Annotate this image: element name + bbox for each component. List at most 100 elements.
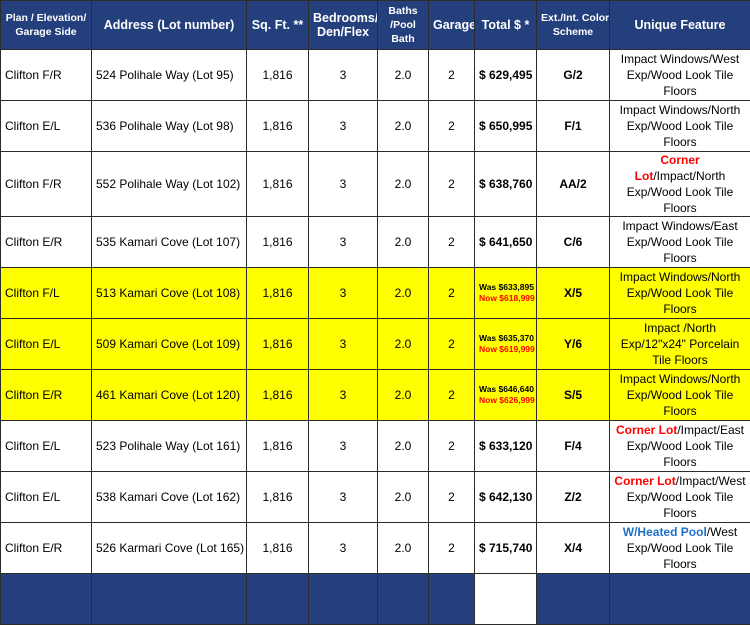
- garage-cell: 2: [429, 101, 475, 152]
- header-sqft: Sq. Ft. **: [247, 1, 309, 50]
- address-cell: 536 Polihale Way (Lot 98): [92, 101, 247, 152]
- garage-cell: 2: [429, 472, 475, 523]
- plan-cell: Clifton E/L: [1, 421, 92, 472]
- cut-off-row: [1, 574, 750, 625]
- color-scheme-cell: C/6: [537, 217, 610, 268]
- garage-cell: 2: [429, 421, 475, 472]
- garage-cell: 2: [429, 268, 475, 319]
- header-total: Total $ *: [475, 1, 537, 50]
- feature-text: Impact /North Exp/12"x24" Porcelain Tile…: [621, 321, 740, 367]
- bedrooms-cell: 3: [309, 152, 378, 217]
- header-unique-feature: Unique Feature: [610, 1, 750, 50]
- bedrooms-cell: 3: [309, 217, 378, 268]
- cut-off-cell: [429, 574, 475, 625]
- garage-cell: 2: [429, 523, 475, 574]
- color-scheme-cell: F/4: [537, 421, 610, 472]
- bedrooms-cell: 3: [309, 50, 378, 101]
- baths-cell: 2.0: [378, 472, 429, 523]
- address-cell: 461 Kamari Cove (Lot 120): [92, 370, 247, 421]
- total-cell: $ 715,740: [475, 523, 537, 574]
- plan-cell: Clifton E/R: [1, 217, 92, 268]
- now-price: Now $626,999: [479, 395, 532, 406]
- sqft-cell: 1,816: [247, 217, 309, 268]
- plan-cell: Clifton F/R: [1, 50, 92, 101]
- address-cell: 552 Polihale Way (Lot 102): [92, 152, 247, 217]
- header-bedrooms: Bedrooms/ Den/Flex: [309, 1, 378, 50]
- unique-feature-cell: Corner Lot/Impact/East Exp/Wood Look Til…: [610, 421, 750, 472]
- address-cell: 523 Polihale Way (Lot 161): [92, 421, 247, 472]
- cut-off-cell: [475, 574, 537, 625]
- bedrooms-cell: 3: [309, 523, 378, 574]
- baths-cell: 2.0: [378, 152, 429, 217]
- unique-feature-cell: W/Heated Pool/West Exp/Wood Look Tile Fl…: [610, 523, 750, 574]
- unique-feature-cell: Corner Lot/Impact/West Exp/Wood Look Til…: [610, 472, 750, 523]
- plan-cell: Clifton E/R: [1, 370, 92, 421]
- was-price: Was $635,370: [479, 333, 532, 344]
- sqft-cell: 1,816: [247, 319, 309, 370]
- baths-cell: 2.0: [378, 370, 429, 421]
- color-scheme-cell: G/2: [537, 50, 610, 101]
- unique-feature-cell: Impact Windows/North Exp/Wood Look Tile …: [610, 268, 750, 319]
- unique-feature-cell: Impact Windows/West Exp/Wood Look Tile F…: [610, 50, 750, 101]
- unique-feature-cell: Impact /North Exp/12"x24" Porcelain Tile…: [610, 319, 750, 370]
- baths-cell: 2.0: [378, 319, 429, 370]
- feature-text: Impact Windows/West Exp/Wood Look Tile F…: [621, 52, 739, 98]
- address-cell: 538 Kamari Cove (Lot 162): [92, 472, 247, 523]
- plan-cell: Clifton F/L: [1, 268, 92, 319]
- corner-lot-tag: Corner Lot: [616, 423, 677, 437]
- feature-text: Impact Windows/North Exp/Wood Look Tile …: [620, 372, 741, 418]
- garage-cell: 2: [429, 217, 475, 268]
- plan-cell: Clifton E/L: [1, 319, 92, 370]
- header-garage: Garage: [429, 1, 475, 50]
- color-scheme-cell: X/5: [537, 268, 610, 319]
- cut-off-cell: [309, 574, 378, 625]
- plan-cell: Clifton E/R: [1, 523, 92, 574]
- plan-cell: Clifton F/R: [1, 152, 92, 217]
- cut-off-cell: [537, 574, 610, 625]
- baths-cell: 2.0: [378, 421, 429, 472]
- sqft-cell: 1,816: [247, 421, 309, 472]
- total-cell: $ 629,495: [475, 50, 537, 101]
- total-cell: $ 642,130: [475, 472, 537, 523]
- plan-cell: Clifton E/L: [1, 101, 92, 152]
- sqft-cell: 1,816: [247, 50, 309, 101]
- color-scheme-cell: Z/2: [537, 472, 610, 523]
- bedrooms-cell: 3: [309, 101, 378, 152]
- baths-cell: 2.0: [378, 523, 429, 574]
- garage-cell: 2: [429, 370, 475, 421]
- feature-text: Impact Windows/North Exp/Wood Look Tile …: [620, 103, 741, 149]
- baths-cell: 2.0: [378, 50, 429, 101]
- sqft-cell: 1,816: [247, 523, 309, 574]
- unique-feature-cell: Corner Lot/Impact/North Exp/Wood Look Ti…: [610, 152, 750, 217]
- bedrooms-cell: 3: [309, 268, 378, 319]
- feature-text: Impact Windows/North Exp/Wood Look Tile …: [620, 270, 741, 316]
- bedrooms-cell: 3: [309, 472, 378, 523]
- address-cell: 526 Karmari Cove (Lot 165): [92, 523, 247, 574]
- color-scheme-cell: Y/6: [537, 319, 610, 370]
- address-cell: 509 Kamari Cove (Lot 109): [92, 319, 247, 370]
- sqft-cell: 1,816: [247, 370, 309, 421]
- header-address: Address (Lot number): [92, 1, 247, 50]
- header-color-scheme: Ext./Int. Color Scheme: [537, 1, 610, 50]
- header-plan: Plan / Elevation/ Garage Side: [1, 1, 92, 50]
- now-price: Now $618,999: [479, 293, 532, 304]
- total-cell: $ 633,120: [475, 421, 537, 472]
- was-price: Was $646,640: [479, 384, 532, 395]
- garage-cell: 2: [429, 50, 475, 101]
- total-cell: $ 650,995: [475, 101, 537, 152]
- was-price: Was $633,895: [479, 282, 532, 293]
- garage-cell: 2: [429, 319, 475, 370]
- baths-cell: 2.0: [378, 217, 429, 268]
- sqft-cell: 1,816: [247, 472, 309, 523]
